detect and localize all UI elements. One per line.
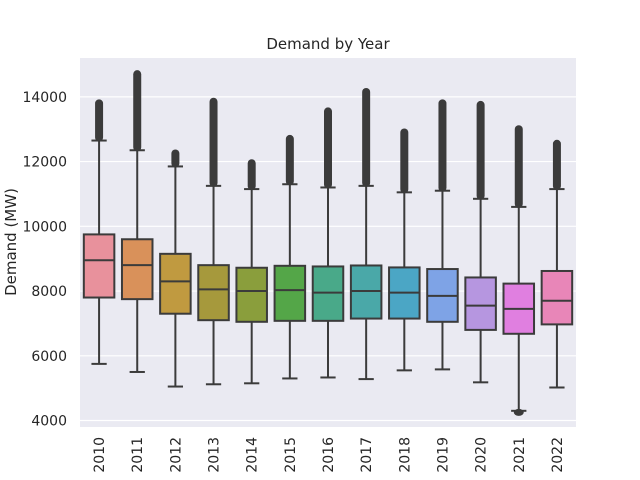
x-tick-label: 2012 — [168, 437, 184, 473]
box-group — [120, 70, 154, 373]
outliers-lower — [513, 408, 524, 416]
y-tick-label: 10000 — [22, 219, 67, 235]
y-tick-label: 6000 — [31, 349, 67, 365]
x-tick-labels: 2010 2011 2012 2013 2014 2015 2016 2017 2018 2019… — [92, 437, 566, 473]
box-iqr — [159, 252, 192, 315]
box-iqr — [120, 238, 154, 301]
box-group — [159, 149, 192, 388]
box-group — [502, 125, 536, 416]
box-group — [197, 97, 230, 386]
x-tick-label: 2016 — [321, 437, 337, 473]
box-group — [82, 99, 116, 365]
boxes — [82, 70, 574, 416]
box-group — [426, 99, 459, 371]
y-tick-labels: 4000 6000 8000 10000 12000 14000 — [22, 90, 67, 430]
box-group — [235, 159, 268, 385]
x-tick-label: 2018 — [397, 437, 413, 473]
y-tick-label: 4000 — [31, 414, 67, 430]
y-tick-label: 8000 — [31, 284, 67, 300]
box-group — [311, 107, 345, 379]
x-tick-label: 2021 — [512, 437, 528, 473]
box-group — [540, 139, 574, 389]
y-tick-label: 14000 — [22, 90, 67, 106]
box-group — [273, 134, 307, 380]
x-tick-label: 2020 — [474, 437, 490, 473]
box-group — [349, 87, 383, 381]
chart-title: Demand by Year — [266, 35, 390, 53]
x-tick-label: 2011 — [130, 437, 146, 473]
x-tick-label: 2017 — [359, 437, 375, 473]
box-iqr — [464, 276, 497, 331]
box-group — [464, 100, 497, 384]
x-tick-label: 2015 — [283, 437, 299, 473]
box-iqr — [540, 269, 574, 326]
x-tick-label: 2014 — [245, 437, 261, 473]
box-group — [388, 128, 421, 372]
x-tick-label: 2013 — [207, 437, 223, 473]
box-iqr — [273, 264, 307, 322]
x-tick-label: 2019 — [435, 437, 451, 473]
y-axis-label: Demand (MW) — [2, 188, 20, 296]
box-iqr — [82, 233, 116, 299]
x-tick-label: 2010 — [92, 437, 108, 473]
box-iqr — [197, 264, 230, 322]
x-tick-label: 2022 — [550, 437, 566, 473]
box-iqr — [235, 266, 268, 323]
y-tick-label: 12000 — [22, 155, 67, 171]
